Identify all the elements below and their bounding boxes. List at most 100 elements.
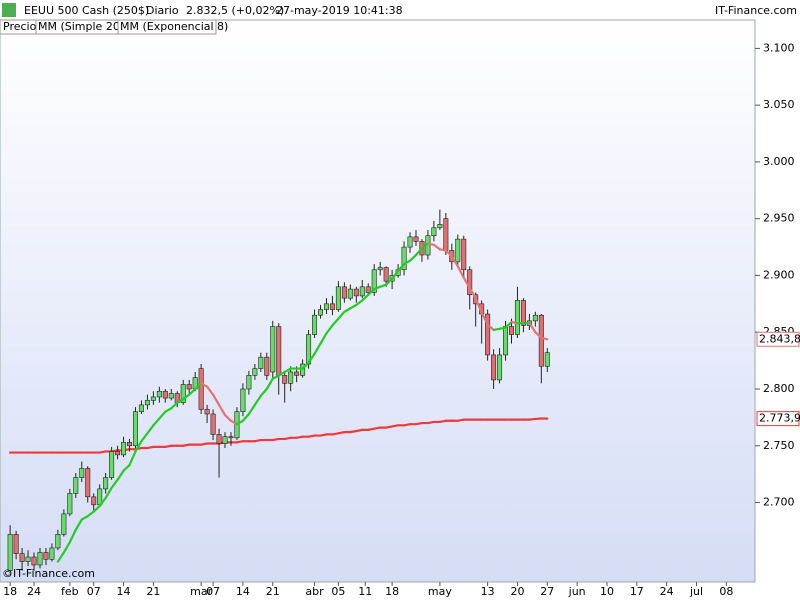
ma-line bbox=[432, 243, 441, 251]
ma-line bbox=[277, 370, 286, 377]
candle-body bbox=[186, 384, 192, 390]
ma-line bbox=[176, 398, 185, 404]
legend-box bbox=[117, 19, 217, 35]
ma-line bbox=[206, 385, 215, 396]
marks bbox=[7, 209, 550, 577]
ma-line bbox=[528, 322, 537, 334]
ma-line bbox=[283, 367, 292, 374]
ma-line bbox=[74, 518, 83, 531]
ma-line bbox=[325, 324, 334, 335]
y-tick-label: 2.900 bbox=[763, 268, 795, 281]
candle-body bbox=[198, 368, 204, 410]
y-tick-label: 2.750 bbox=[763, 439, 795, 452]
candle-body bbox=[91, 496, 97, 506]
ma-line bbox=[200, 382, 209, 388]
candle-body bbox=[401, 246, 407, 271]
ma-line bbox=[391, 269, 400, 280]
candle-body bbox=[79, 468, 85, 478]
candle-body bbox=[61, 513, 67, 535]
candle-body bbox=[121, 442, 127, 456]
x-tick-label: 18 bbox=[385, 585, 399, 598]
candle-body bbox=[520, 300, 526, 326]
candle-body bbox=[443, 218, 449, 251]
candle-body bbox=[329, 303, 335, 310]
candle-body bbox=[37, 552, 43, 566]
ma-line bbox=[385, 277, 394, 286]
candle-body bbox=[144, 400, 150, 406]
x-tick-label: may bbox=[428, 585, 452, 598]
legend-entry: MM (Exponencial 8) bbox=[120, 20, 228, 33]
candle-body bbox=[282, 375, 288, 384]
candle-body bbox=[31, 556, 37, 566]
x-tick-label: 27 bbox=[540, 585, 554, 598]
candle-body bbox=[85, 468, 91, 498]
candle-body bbox=[508, 326, 514, 335]
candle-body bbox=[455, 238, 461, 263]
x-tick-label: 21 bbox=[266, 585, 280, 598]
candle-body bbox=[43, 552, 49, 560]
candle-body bbox=[335, 286, 341, 310]
y-tick-label: 3.000 bbox=[763, 155, 795, 168]
candle-body bbox=[270, 326, 276, 373]
candle-body bbox=[210, 413, 216, 435]
ma-line bbox=[170, 401, 179, 410]
ma-line bbox=[235, 419, 245, 426]
candle-body bbox=[359, 286, 365, 297]
ma-line bbox=[313, 342, 322, 355]
ma-line bbox=[343, 307, 352, 313]
x-tick-label: 14 bbox=[236, 585, 250, 598]
ma-line bbox=[140, 432, 149, 443]
ma-line bbox=[128, 450, 137, 467]
candle-body bbox=[503, 326, 509, 356]
ma-line bbox=[259, 387, 268, 397]
ma-line bbox=[504, 320, 513, 329]
candle-body bbox=[300, 363, 306, 376]
ma-line bbox=[110, 478, 119, 489]
candle-body bbox=[461, 238, 467, 271]
candle-body bbox=[264, 356, 270, 376]
x-tick-label: 10 bbox=[600, 585, 614, 598]
ma-line bbox=[241, 412, 250, 422]
ma-line bbox=[331, 317, 340, 327]
legend-entry: MM (Simple 200) bbox=[38, 20, 131, 33]
last-value-label: 2.843,8 bbox=[759, 332, 800, 345]
ma-line bbox=[337, 310, 346, 320]
last-value-box bbox=[756, 411, 800, 427]
candle-body bbox=[115, 451, 121, 456]
candle-body bbox=[180, 384, 186, 403]
ma-line bbox=[104, 486, 113, 500]
ma-line bbox=[456, 265, 465, 279]
ma-line bbox=[56, 551, 65, 563]
candle-body bbox=[407, 236, 413, 248]
candle-body bbox=[252, 368, 258, 376]
ma-line bbox=[86, 510, 95, 518]
ma-line bbox=[408, 253, 418, 262]
candle-body bbox=[228, 436, 234, 439]
ma-line bbox=[122, 463, 131, 472]
candle-body bbox=[216, 434, 222, 444]
y-tick-label: 3.050 bbox=[763, 98, 795, 111]
candle-body bbox=[55, 534, 61, 549]
last-price: 2.832,5 (+0,02%) bbox=[186, 4, 284, 17]
candle-body bbox=[538, 314, 544, 367]
ma-line bbox=[450, 255, 459, 268]
logo bbox=[2, 3, 16, 17]
ma-line bbox=[349, 303, 358, 310]
y-tick-label: 2.950 bbox=[763, 212, 795, 225]
ma-line bbox=[307, 352, 316, 364]
x-tick-label: 08 bbox=[719, 585, 733, 598]
ma-line bbox=[223, 414, 233, 422]
candle-body bbox=[258, 356, 264, 369]
ma-line bbox=[271, 374, 280, 380]
ma-line bbox=[462, 276, 471, 290]
candle-body bbox=[323, 303, 329, 310]
x-tick-label: 21 bbox=[146, 585, 160, 598]
x-tick-label: abr bbox=[305, 585, 324, 598]
ma-line bbox=[402, 259, 412, 266]
watermark: ©IT-Finance.com bbox=[2, 567, 95, 580]
y-tick-label: 2.700 bbox=[763, 496, 795, 509]
candle-body bbox=[127, 442, 133, 447]
ma-line bbox=[152, 417, 161, 427]
ma-line bbox=[534, 331, 543, 339]
x-tick-label: 20 bbox=[510, 585, 524, 598]
